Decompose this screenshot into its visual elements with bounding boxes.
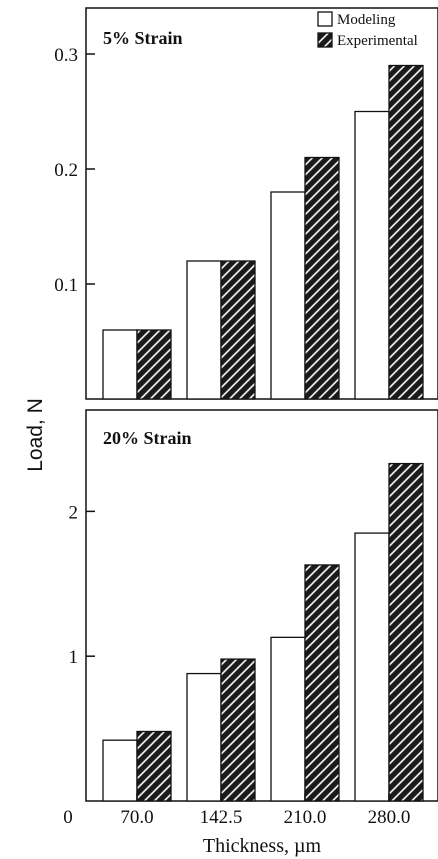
legend-swatch-modeling: [317, 11, 333, 27]
x-tick-label: 142.5: [200, 807, 243, 828]
bar-experimental-70-0: [136, 329, 172, 400]
y-tick-label: 2: [69, 502, 79, 523]
y-tick-label: 0.3: [54, 45, 78, 66]
legend-swatch-experimental: [317, 32, 333, 48]
bar-modeling-70-0: [102, 329, 138, 400]
bar-experimental-280-0: [388, 64, 424, 400]
bar-modeling-210-0: [270, 191, 306, 400]
bar-experimental-70-0: [136, 730, 172, 802]
legend-label-modeling: Modeling: [337, 12, 396, 28]
panel-frame: [85, 7, 438, 400]
panel-20-percent-strain: 20% Strain 1 2: [69, 409, 438, 802]
y-tick-label: 1: [69, 647, 79, 668]
y-tick-label: 0.2: [54, 160, 78, 181]
panel-frame: [85, 409, 438, 802]
panel-title: 20% Strain: [103, 428, 192, 448]
bar-experimental-210-0: [304, 564, 340, 802]
bar-modeling-280-0: [354, 110, 390, 400]
x-tick-label: 70.0: [120, 807, 153, 828]
bar-experimental-142-5: [220, 260, 256, 400]
bar-modeling-280-0: [354, 532, 390, 802]
bar-experimental-280-0: [388, 462, 424, 802]
bar-experimental-142-5: [220, 658, 256, 802]
panel-5-percent-strain: 5% Strain 0.1 0.2 0.3: [54, 7, 438, 400]
y-tick-label: 0.1: [54, 275, 78, 296]
bar-modeling-142-5: [186, 260, 222, 400]
x-tick-label: 280.0: [368, 807, 411, 828]
panel-title: 5% Strain: [103, 28, 183, 48]
bar-modeling-210-0: [270, 636, 306, 802]
bar-modeling-70-0: [102, 739, 138, 802]
bar-experimental-210-0: [304, 156, 340, 400]
x-tick-label: 210.0: [284, 807, 327, 828]
x-axis-title: Thickness, µm: [203, 835, 322, 857]
x-axis-tick-labels: 70.0 142.5 210.0 280.0: [120, 793, 410, 828]
legend: Modeling Experimental: [317, 11, 418, 49]
zero-label: 0: [63, 807, 73, 828]
legend-label-experimental: Experimental: [337, 33, 418, 49]
bar-modeling-142-5: [186, 672, 222, 802]
y-axis-title: Load, N: [24, 398, 47, 472]
